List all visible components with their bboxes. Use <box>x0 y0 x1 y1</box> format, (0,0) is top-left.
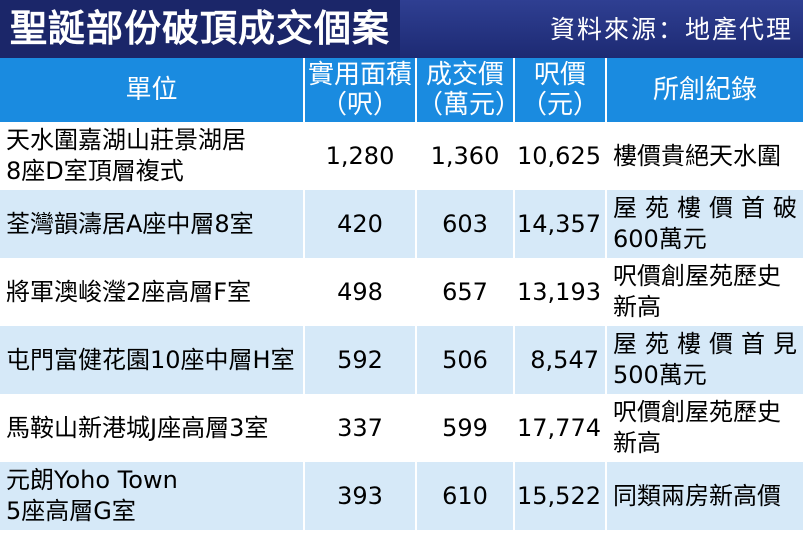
cell-price: 599 <box>415 394 514 462</box>
header-row: 單位 實用面積 （呎） 成交價 （萬元） 呎價 （元） 所創紀錄 <box>0 58 803 122</box>
header-area: 實用面積 （呎） <box>303 58 416 122</box>
cell-record: 屋苑樓價首破 600萬元 <box>605 190 803 258</box>
cell-unit: 馬鞍山新港城J座高層3室 <box>0 394 304 462</box>
header-price: 成交價 （萬元） <box>415 58 522 122</box>
cell-area: 420 <box>303 190 416 258</box>
cell-price: 603 <box>415 190 514 258</box>
cell-price: 610 <box>415 462 514 530</box>
header-psf: 呎價 （元） <box>513 58 606 122</box>
cell-record: 呎價創屋苑歷史 新高 <box>605 258 803 326</box>
cell-record: 樓價貴絕天水圍 <box>605 122 803 190</box>
title-bar: 聖誕部份破頂成交個案 資料來源：地產代理 <box>0 0 803 58</box>
cell-area: 592 <box>303 326 416 394</box>
cell-record: 呎價創屋苑歷史 新高 <box>605 394 803 462</box>
table-body: 天水圍嘉湖山莊景湖居 8座D室頂層複式 1,280 1,360 10,625 樓… <box>0 122 803 530</box>
cell-area: 337 <box>303 394 416 462</box>
cell-psf: 17,774 <box>513 394 606 462</box>
cell-psf: 14,357 <box>513 190 606 258</box>
cell-unit: 荃灣韻濤居A座中層8室 <box>0 190 304 258</box>
cell-area: 393 <box>303 462 416 530</box>
table-row: 將軍澳峻瀅2座高層F室 498 657 13,193 呎價創屋苑歷史 新高 <box>0 258 803 326</box>
table-header: 單位 實用面積 （呎） 成交價 （萬元） 呎價 （元） 所創紀錄 <box>0 58 803 122</box>
cell-unit: 天水圍嘉湖山莊景湖居 8座D室頂層複式 <box>0 122 304 190</box>
table-row: 天水圍嘉湖山莊景湖居 8座D室頂層複式 1,280 1,360 10,625 樓… <box>0 122 803 190</box>
cell-record: 同類兩房新高價 <box>605 462 803 530</box>
table-row: 馬鞍山新港城J座高層3室 337 599 17,774 呎價創屋苑歷史 新高 <box>0 394 803 462</box>
cell-unit: 屯門富健花園10座中層H室 <box>0 326 304 394</box>
cell-price: 506 <box>415 326 514 394</box>
cell-record: 屋苑樓價首見 500萬元 <box>605 326 803 394</box>
cell-psf: 13,193 <box>513 258 606 326</box>
source-note: 資料來源：地產代理 <box>549 15 793 44</box>
table-row: 荃灣韻濤居A座中層8室 420 603 14,357 屋苑樓價首破 600萬元 <box>0 190 803 258</box>
cell-area: 498 <box>303 258 416 326</box>
title-panel <box>0 0 400 58</box>
cell-unit: 將軍澳峻瀅2座高層F室 <box>0 258 304 326</box>
header-record: 所創紀錄 <box>605 58 803 122</box>
header-unit: 單位 <box>0 58 304 122</box>
cell-psf: 8,547 <box>513 326 606 394</box>
table-row: 屯門富健花園10座中層H室 592 506 8,547 屋苑樓價首見 500萬元 <box>0 326 803 394</box>
cell-psf: 15,522 <box>513 462 606 530</box>
cell-price: 657 <box>415 258 514 326</box>
transactions-table: 單位 實用面積 （呎） 成交價 （萬元） 呎價 （元） 所創紀錄 <box>0 58 803 530</box>
cell-unit: 元朗Yoho Town 5座高層G室 <box>0 462 304 530</box>
table-row: 元朗Yoho Town 5座高層G室 393 610 15,522 同類兩房新高… <box>0 462 803 530</box>
cell-area: 1,280 <box>303 122 416 190</box>
page-title: 聖誕部份破頂成交個案 <box>10 7 390 50</box>
cell-price: 1,360 <box>415 122 514 190</box>
cell-psf: 10,625 <box>513 122 606 190</box>
